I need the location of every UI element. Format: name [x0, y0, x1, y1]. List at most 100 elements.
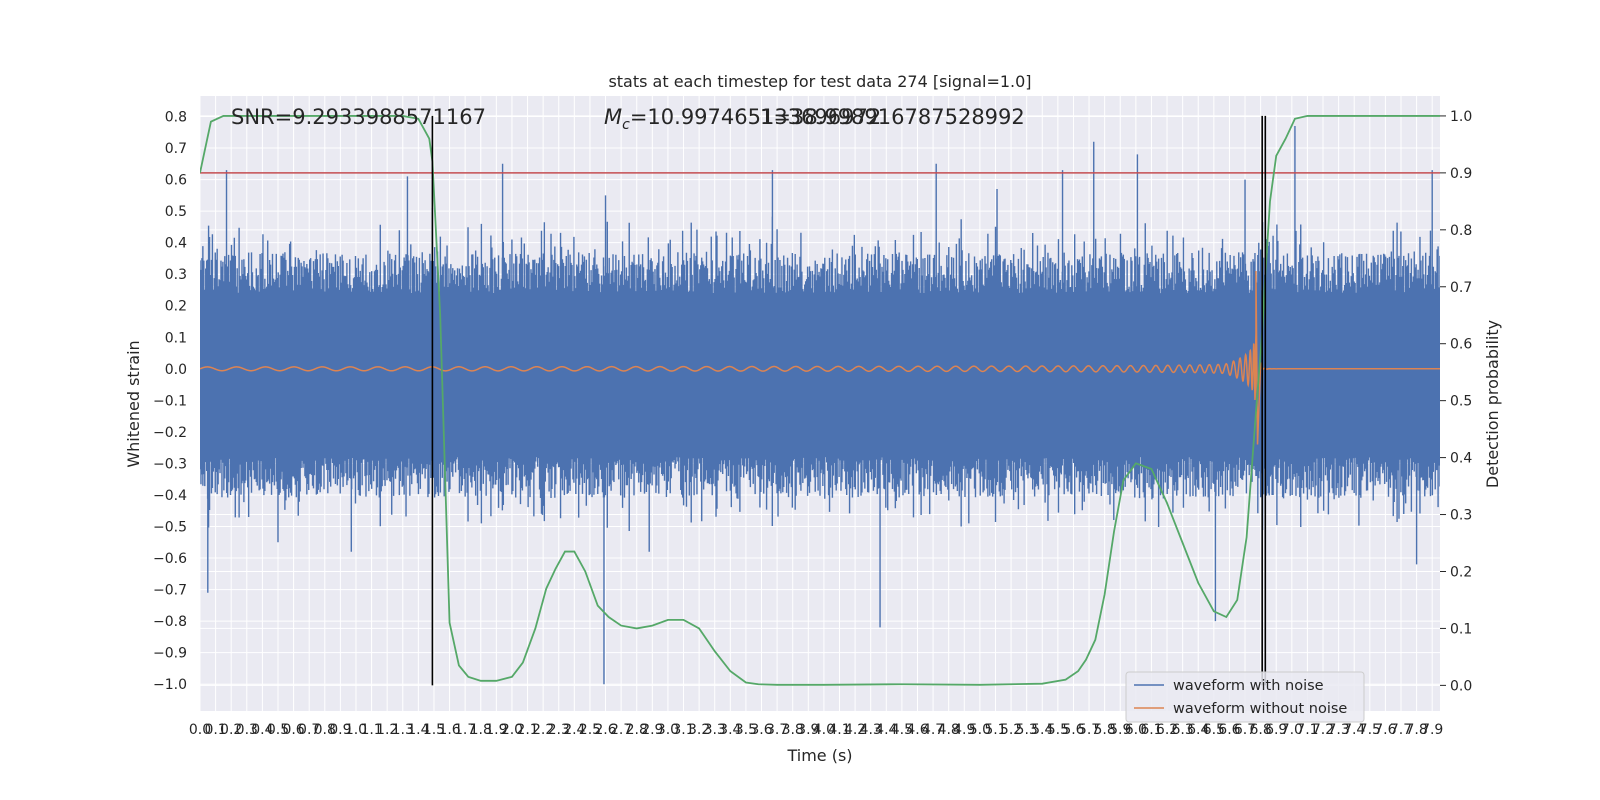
- x-tick-label: 1.3: [392, 722, 414, 738]
- x-tick-label: 6.0: [1125, 722, 1147, 738]
- x-tick-label: 6.4: [1187, 722, 1209, 738]
- x-tick-label: 4.5: [891, 722, 913, 738]
- y-right-tick-label: 0.7: [1450, 280, 1472, 296]
- y-left-tick-label: 0.5: [165, 204, 187, 220]
- x-tick-label: 1.9: [485, 722, 507, 738]
- plot-area: [200, 115, 1440, 686]
- y-left-tick-label: 0.3: [165, 267, 187, 283]
- x-tick-labels: 0.00.10.20.30.40.50.60.70.80.91.01.11.21…: [189, 722, 1443, 738]
- x-tick-label: 7.9: [1421, 722, 1443, 738]
- x-tick-label: 7.4: [1343, 722, 1365, 738]
- x-tick-label: 6.6: [1218, 722, 1240, 738]
- x-tick-label: 5.0: [969, 722, 991, 738]
- y-left-tick-label: 0.2: [165, 299, 187, 315]
- x-tick-label: 7.8: [1405, 722, 1427, 738]
- y-left-tick-labels: −1.0 −0.9 −0.8 −0.7 −0.6 −0.5 −0.4 −0.3 −0.2 −0.1…: [153, 110, 187, 694]
- x-tick-label: 0.4: [251, 722, 273, 738]
- x-tick-label: 2.3: [548, 722, 570, 738]
- y-right-axis-label: Detection probability: [1483, 320, 1502, 488]
- chart-title: stats at each timestep for test data 274…: [608, 72, 1031, 91]
- y-left-tick-label: −0.5: [153, 520, 187, 536]
- overlapping-mass-annotation: 1=38.998916787528992: [760, 105, 1025, 129]
- y-left-tick-label: 0.7: [165, 141, 187, 157]
- x-tick-label: 6.2: [1156, 722, 1178, 738]
- y-left-tick-label: −0.4: [153, 488, 187, 504]
- x-tick-label: 1.5: [423, 722, 445, 738]
- x-tick-label: 2.2: [532, 722, 554, 738]
- x-tick-label: 3.9: [797, 722, 819, 738]
- x-tick-label: 0.5: [267, 722, 289, 738]
- x-tick-label: 3.5: [735, 722, 757, 738]
- x-tick-label: 4.6: [906, 722, 928, 738]
- x-tick-label: 1.1: [360, 722, 382, 738]
- y-right-tick-label: 0.3: [1450, 508, 1472, 524]
- x-tick-label: 4.0: [813, 722, 835, 738]
- x-tick-label: 1.0: [345, 722, 367, 738]
- x-tick-label: 4.3: [860, 722, 882, 738]
- y-left-tick-label: −0.8: [153, 614, 187, 630]
- x-tick-label: 0.6: [282, 722, 304, 738]
- y-left-tick-label: 0.4: [165, 236, 187, 252]
- legend: waveform with noise waveform without noi…: [1125, 671, 1365, 723]
- x-tick-label: 5.3: [1016, 722, 1038, 738]
- x-tick-label: 6.5: [1203, 722, 1225, 738]
- x-tick-label: 0.2: [220, 722, 242, 738]
- series-waveform-with-noise: [200, 125, 1440, 685]
- x-tick-label: 4.9: [953, 722, 975, 738]
- x-tick-label: 5.2: [1000, 722, 1022, 738]
- y-right-tick-label: 0.9: [1450, 166, 1472, 182]
- x-tick-label: 0.9: [329, 722, 351, 738]
- x-tick-label: 5.8: [1094, 722, 1116, 738]
- chirp-mass-symbol: M: [604, 105, 622, 129]
- x-tick-label: 1.4: [407, 722, 429, 738]
- x-tick-label: 7.1: [1296, 722, 1318, 738]
- x-tick-label: 7.0: [1281, 722, 1303, 738]
- x-tick-label: 2.4: [563, 722, 585, 738]
- y-left-tick-label: −0.6: [153, 551, 187, 567]
- series-waveform-without-noise: [200, 271, 1440, 445]
- x-tick-label: 4.1: [828, 722, 850, 738]
- x-tick-label: 7.6: [1374, 722, 1396, 738]
- x-tick-label: 3.4: [719, 722, 741, 738]
- x-tick-label: 7.3: [1327, 722, 1349, 738]
- y-left-tick-label: 0.6: [165, 173, 187, 189]
- x-tick-label: 1.2: [376, 722, 398, 738]
- x-tick-label: 6.7: [1234, 722, 1256, 738]
- x-tick-label: 7.5: [1359, 722, 1381, 738]
- x-tick-label: 0.7: [298, 722, 320, 738]
- series-detection-probability: [200, 115, 1440, 686]
- x-tick-label: 4.8: [938, 722, 960, 738]
- x-tick-label: 5.6: [1062, 722, 1084, 738]
- chirp-mass-annotation: Mc=10.997465133696972: [604, 105, 881, 133]
- y-left-tick-label: −0.1: [153, 393, 187, 409]
- x-tick-label: 7.7: [1390, 722, 1412, 738]
- x-axis-label: Time (s): [786, 746, 852, 765]
- y-left-tick-label: −0.2: [153, 425, 187, 441]
- x-tick-label: 5.9: [1109, 722, 1131, 738]
- x-tick-label: 7.2: [1312, 722, 1334, 738]
- x-tick-label: 6.9: [1265, 722, 1287, 738]
- y-right-tick-label: 0.2: [1450, 564, 1472, 580]
- x-tick-label: 2.1: [516, 722, 538, 738]
- x-tick-label: 3.8: [782, 722, 804, 738]
- x-tick-label: 0.3: [236, 722, 258, 738]
- x-tick-label: 5.4: [1031, 722, 1053, 738]
- snr-annotation: SNR=9.2933988571167: [231, 105, 486, 129]
- y-right-tick-label: 0.4: [1450, 451, 1472, 467]
- x-tick-label: 6.8: [1249, 722, 1271, 738]
- x-tick-label: 3.0: [657, 722, 679, 738]
- x-tick-label: 2.9: [641, 722, 663, 738]
- x-tick-label: 0.8: [314, 722, 336, 738]
- x-tick-label: 5.7: [1078, 722, 1100, 738]
- y-left-tick-label: 0.0: [165, 362, 187, 378]
- y-left-tick-label: −1.0: [153, 677, 187, 693]
- x-tick-label: 2.0: [501, 722, 523, 738]
- x-tick-label: 1.8: [470, 722, 492, 738]
- chirp-mass-value: =10.997465133696972: [630, 105, 881, 129]
- legend-box: [1125, 671, 1365, 723]
- legend-label-noisy: waveform with noise: [1173, 678, 1324, 694]
- x-tick-label: 0.1: [204, 722, 226, 738]
- y-left-tick-label: −0.3: [153, 456, 187, 472]
- x-tick-label: 3.3: [704, 722, 726, 738]
